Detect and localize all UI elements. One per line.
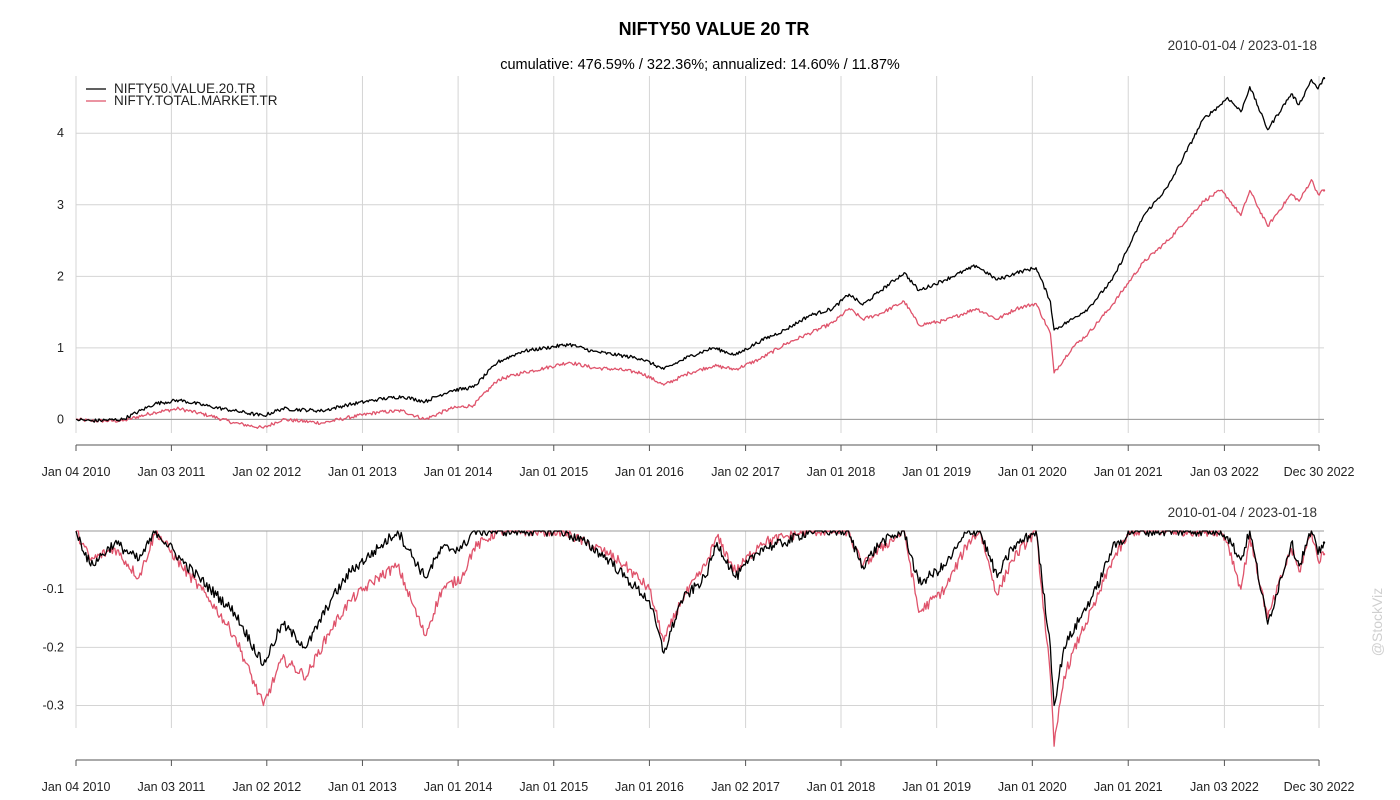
x-tick-label: Jan 02 2017 (711, 780, 780, 794)
x-tick-label: Jan 01 2021 (1094, 780, 1163, 794)
x-tick-label: Jan 01 2018 (807, 465, 876, 479)
x-tick-label: Jan 03 2011 (137, 780, 205, 794)
series-line-nifty-total-market-tr (76, 530, 1325, 747)
watermark: @StockViz (1369, 588, 1385, 656)
series-line-nifty50-value-20-tr (75, 77, 1325, 423)
x-tick-label: Dec 30 2022 (1284, 780, 1355, 794)
series-end-point (1322, 76, 1326, 80)
legend-entry: NIFTY.TOTAL.MARKET.TR (114, 93, 278, 108)
series-end-point (1322, 541, 1326, 544)
series-line-nifty50-value-20-tr (75, 530, 1325, 707)
x-tick-label: Jan 01 2018 (807, 780, 876, 794)
x-tick-label: Jan 02 2012 (232, 780, 301, 794)
y-tick-label: 2 (57, 269, 64, 283)
x-tick-label: Jan 03 2011 (137, 465, 205, 479)
series-line-nifty-total-market-tr (75, 179, 1325, 429)
y-tick-label: -0.1 (42, 582, 64, 596)
bottom-date-range: 2010-01-04 / 2023-01-18 (1168, 505, 1317, 520)
y-tick-label: 4 (57, 126, 64, 140)
chart-title: NIFTY50 VALUE 20 TR (619, 19, 810, 39)
series-end-point (1322, 553, 1326, 556)
series-end-point (1322, 189, 1326, 192)
x-tick-label: Jan 01 2013 (328, 465, 397, 479)
x-tick-label: Jan 01 2013 (328, 780, 397, 794)
x-tick-label: Jan 03 2022 (1190, 780, 1259, 794)
x-tick-label: Jan 03 2022 (1190, 465, 1259, 479)
legend-entry: NIFTY50.VALUE.20.TR (114, 81, 256, 96)
x-tick-label: Jan 01 2014 (424, 780, 493, 794)
x-tick-label: Jan 02 2012 (232, 465, 301, 479)
x-tick-label: Jan 01 2014 (424, 465, 493, 479)
x-tick-label: Jan 01 2020 (998, 780, 1067, 794)
x-tick-label: Jan 01 2015 (519, 780, 588, 794)
y-tick-label: 1 (57, 341, 64, 355)
top-panel: Jan 04 2010 Jan 03 2011 Jan 02 2012 Jan 01 … (42, 76, 1355, 479)
x-tick-label: Jan 01 2020 (998, 465, 1067, 479)
x-tick-label: Jan 04 2010 (42, 780, 111, 794)
x-tick-label: Jan 01 2019 (902, 465, 971, 479)
y-tick-label: 3 (57, 198, 64, 212)
x-tick-label: Jan 01 2021 (1094, 465, 1163, 479)
x-tick-label: Dec 30 2022 (1284, 465, 1355, 479)
x-tick-label: Jan 04 2010 (42, 465, 111, 479)
x-tick-label: Jan 01 2016 (615, 465, 684, 479)
y-tick-label: -0.2 (42, 640, 64, 654)
x-tick-label: Jan 01 2015 (519, 465, 588, 479)
x-tick-label: Jan 02 2017 (711, 465, 780, 479)
chart-subtitle: cumulative: 476.59% / 322.36%; annualize… (500, 57, 900, 73)
x-tick-label: Jan 01 2019 (902, 780, 971, 794)
x-tick-label: Jan 01 2016 (615, 780, 684, 794)
y-tick-label: 0 (57, 412, 64, 426)
bottom-panel: Jan 04 2010 Jan 03 2011 Jan 02 2012 Jan 01 … (42, 530, 1355, 794)
top-date-range: 2010-01-04 / 2023-01-18 (1168, 38, 1317, 53)
y-tick-label: -0.3 (42, 698, 64, 712)
